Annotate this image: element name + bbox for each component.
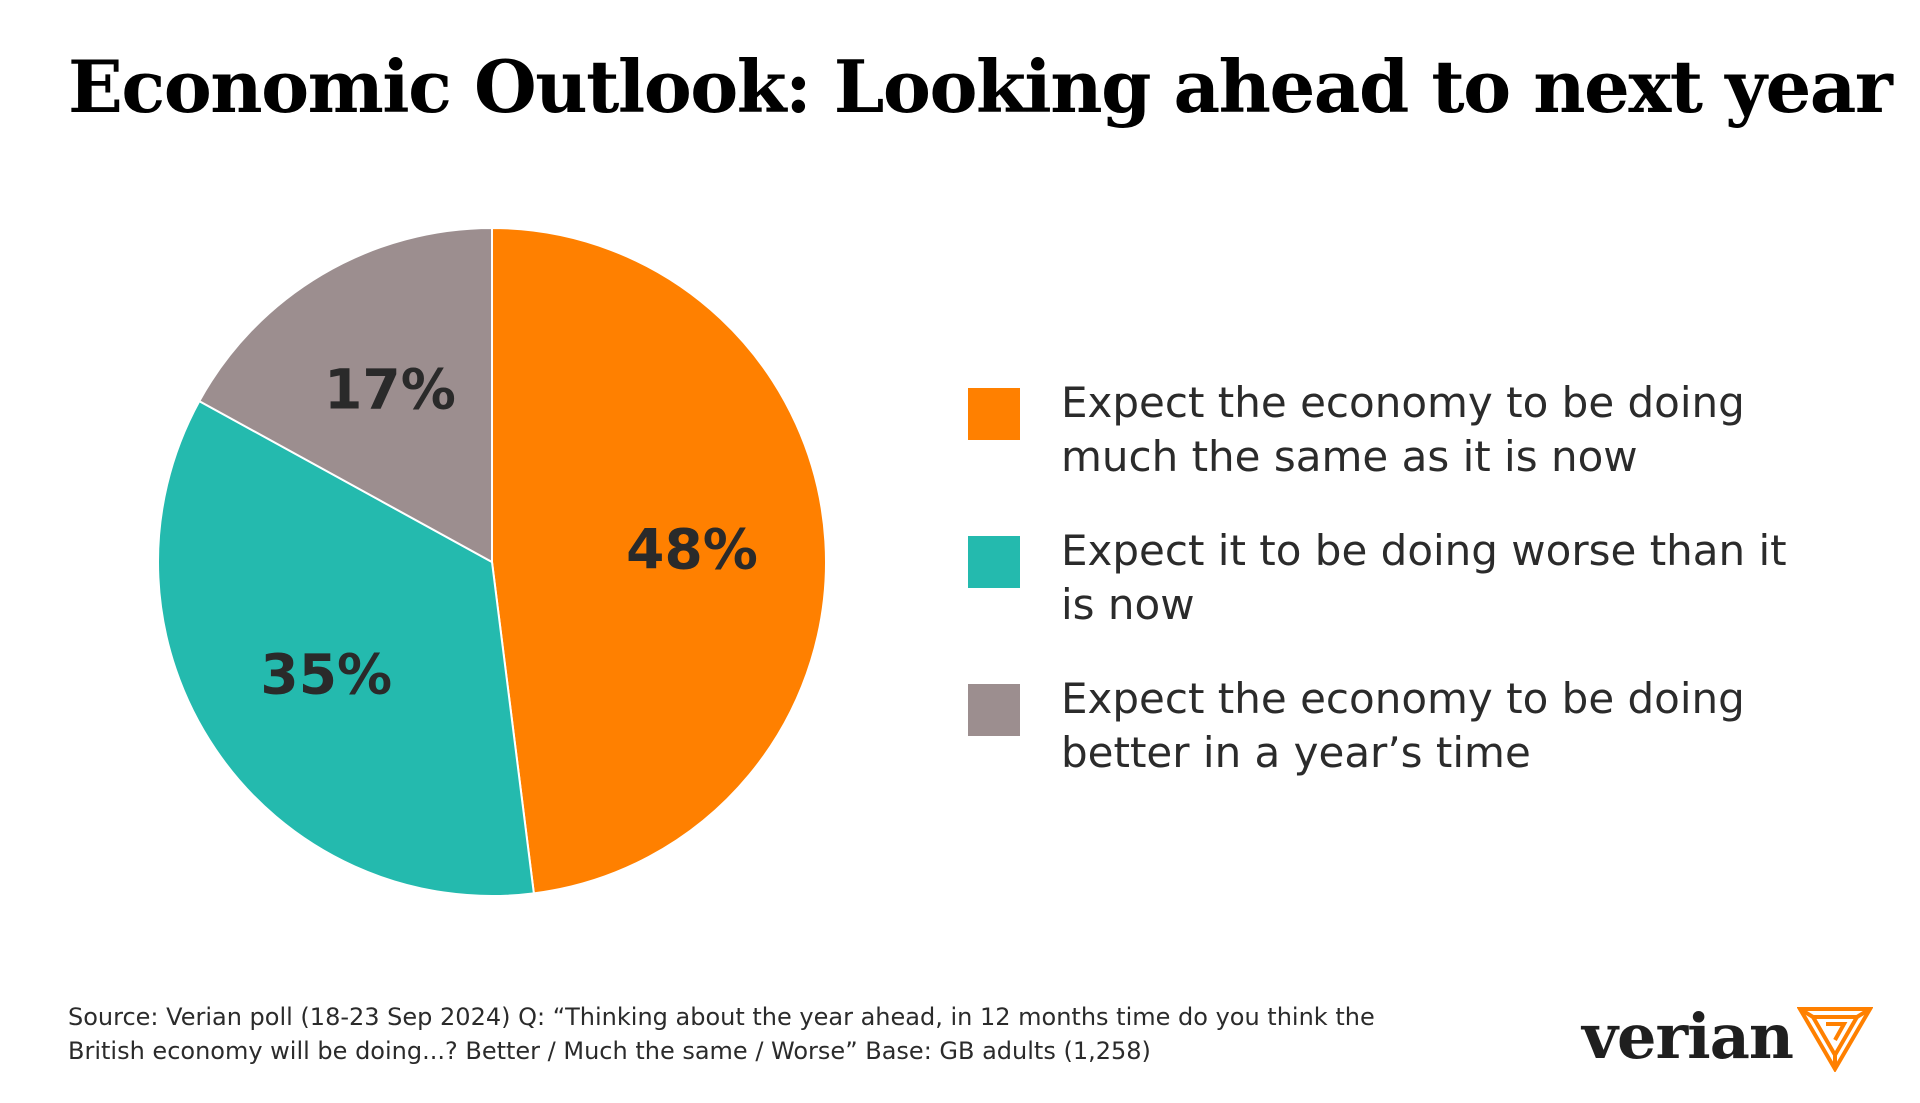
slice-label-same: 48% bbox=[626, 517, 758, 581]
pie-slices bbox=[157, 226, 827, 897]
legend-swatch-same bbox=[968, 388, 1020, 440]
chart-title: Economic Outlook: Looking ahead to next … bbox=[68, 44, 1893, 129]
pie-slice-better bbox=[197, 226, 493, 564]
slice-label-worse: 35% bbox=[260, 643, 392, 707]
legend-label-better: Expect the economy to be doing better in… bbox=[1061, 674, 1745, 777]
pie-slice-worse bbox=[157, 399, 535, 897]
legend-label-same: Expect the economy to be doing much the … bbox=[1061, 378, 1745, 481]
legend-swatch-worse bbox=[968, 536, 1020, 588]
pie-slice-labels: 48% 35% 17% bbox=[260, 358, 757, 707]
legend-swatch-better bbox=[968, 684, 1020, 736]
logo-wordmark: verian bbox=[1582, 1000, 1794, 1073]
pie-slice-same bbox=[491, 226, 827, 895]
slice-label-better: 17% bbox=[324, 358, 456, 422]
source-note: Source: Verian poll (18-23 Sep 2024) Q: … bbox=[68, 1003, 1375, 1065]
verian-triangle-mark-icon bbox=[1797, 1007, 1873, 1072]
legend-label-worse: Expect it to be doing worse than it is n… bbox=[1061, 526, 1787, 629]
